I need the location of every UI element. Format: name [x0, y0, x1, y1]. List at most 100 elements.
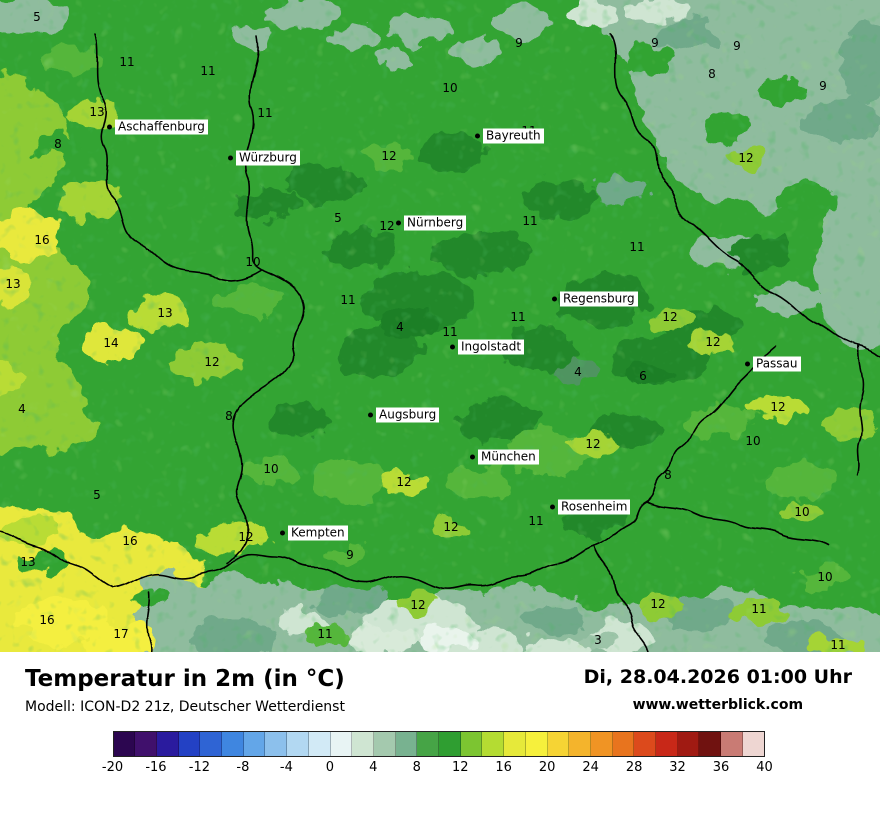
legend-color-cell: [699, 732, 722, 756]
legend-tick: 20: [538, 760, 556, 775]
legend-color-cell: [677, 732, 700, 756]
temp-value: 12: [650, 597, 666, 611]
city-marker: Passau: [745, 356, 801, 372]
city-marker: Ingolstadt: [450, 339, 525, 355]
legend-color-cell: [113, 732, 136, 756]
temp-value: 11: [629, 240, 645, 254]
city-label: Augsburg: [376, 407, 440, 423]
city-dot-icon: [368, 412, 373, 418]
footer-right-column: Di, 28.04.2026 01:00 Uhr www.wetterblick…: [584, 666, 852, 713]
forecast-datetime: Di, 28.04.2026 01:00 Uhr: [583, 666, 852, 688]
legend-tick: 16: [495, 760, 512, 775]
legend-color-cell: [525, 732, 548, 756]
temp-value: 14: [103, 336, 119, 350]
city-label: Nürnberg: [404, 215, 467, 231]
temp-value: 10: [263, 462, 279, 476]
legend-tick: -16: [145, 760, 167, 775]
legend-color-cell: [178, 732, 201, 756]
legend-color-cell: [200, 732, 223, 756]
legend-tick: -8: [236, 760, 250, 775]
legend-color-cell: [547, 732, 570, 756]
temp-value: 9: [819, 79, 827, 93]
temp-value: 11: [257, 106, 273, 120]
website-url: www.wetterblick.com: [632, 697, 804, 713]
legend-color-bar: [112, 731, 765, 757]
temp-value: 13: [5, 277, 21, 291]
city-label: Bayreuth: [483, 128, 544, 144]
temperature-legend: -20 -16 -12 -8 -4 0 4 8 12 16 20 24 28 32 36 40: [102, 731, 773, 778]
temperature-map: 5 9 9 9 11 11 8 10 9 13 11 11 8 12 12 5 12 11 16 11 10 13 11 13…: [0, 0, 880, 652]
temp-value: 12: [381, 149, 397, 163]
legend-tick: -4: [279, 760, 293, 775]
temp-value: 12: [705, 335, 721, 349]
legend-color-cell: [612, 732, 635, 756]
temp-value: 16: [39, 613, 55, 627]
temp-value: 11: [119, 55, 135, 69]
temp-value: 10: [442, 81, 458, 95]
legend-tick: 4: [369, 760, 378, 775]
temp-value: 12: [410, 598, 426, 612]
temp-value: 16: [122, 534, 138, 548]
city-label: München: [478, 449, 539, 465]
temp-value: 11: [317, 627, 333, 641]
temp-value: 8: [664, 468, 672, 482]
legend-color-cell: [265, 732, 288, 756]
legend-tick: 32: [669, 760, 686, 775]
temp-value: 10: [817, 570, 833, 584]
legend-tick: 12: [451, 760, 469, 775]
temp-value: 8: [708, 67, 716, 81]
legend-color-cell: [590, 732, 613, 756]
temperature-labels-layer: 5 9 9 9 11 11 8 10 9 13 11 11 8 12 12 5 12 11 16 11 10 13 11 13…: [5, 10, 845, 652]
city-dot-icon: [550, 504, 555, 510]
temp-value: 12: [738, 151, 754, 165]
city-label: Passau: [753, 356, 801, 372]
city-dot-icon: [552, 296, 557, 302]
legend-color-cell: [330, 732, 353, 756]
city-dot-icon: [396, 220, 401, 226]
city-dot-icon: [475, 133, 480, 139]
temp-value: 11: [200, 64, 216, 78]
legend-color-cell: [634, 732, 657, 756]
temp-value: 6: [639, 369, 647, 383]
city-marker: Augsburg: [368, 407, 440, 423]
temp-value: 11: [528, 514, 544, 528]
city-marker: Würzburg: [228, 150, 300, 166]
city-marker: Nürnberg: [396, 215, 467, 231]
temp-value: 9: [515, 36, 523, 50]
temp-value: 13: [157, 306, 173, 320]
city-label: Rosenheim: [558, 499, 631, 515]
legend-color-cell: [222, 732, 244, 756]
temp-value: 10: [745, 434, 761, 448]
legend-color-cell: [656, 732, 678, 756]
city-marker: München: [470, 449, 539, 465]
city-marker: Rosenheim: [550, 499, 631, 515]
legend-color-cell: [569, 732, 591, 756]
temp-value: 12: [585, 437, 601, 451]
city-marker: Kempten: [280, 525, 348, 541]
map-texture-light: [0, 0, 880, 652]
temp-value: 8: [54, 137, 62, 151]
legend-tick: -20: [101, 760, 124, 775]
temp-value: 4: [574, 365, 582, 379]
city-marker: Bayreuth: [475, 128, 544, 144]
page-title: Temperatur in 2m (in °C): [25, 666, 345, 692]
legend-tick: 28: [625, 760, 643, 775]
model-info: Modell: ICON-D2 21z, Deutscher Wetterdie…: [25, 699, 345, 715]
temp-value: 5: [334, 211, 342, 225]
temp-value: 13: [89, 105, 105, 119]
legend-color-cell: [482, 732, 505, 756]
temp-value: 9: [651, 36, 659, 50]
temp-value: 11: [751, 602, 767, 616]
temp-value: 13: [20, 555, 36, 569]
temp-value: 3: [594, 633, 602, 647]
temp-value: 11: [442, 325, 458, 339]
temp-value: 9: [346, 548, 354, 562]
city-label: Aschaffenburg: [115, 119, 208, 135]
city-label: Würzburg: [236, 150, 300, 166]
city-label: Regensburg: [560, 291, 638, 307]
temp-value: 12: [204, 355, 220, 369]
legend-tick: 36: [712, 760, 730, 775]
temp-value: 4: [396, 320, 404, 334]
temp-value: 12: [396, 475, 412, 489]
